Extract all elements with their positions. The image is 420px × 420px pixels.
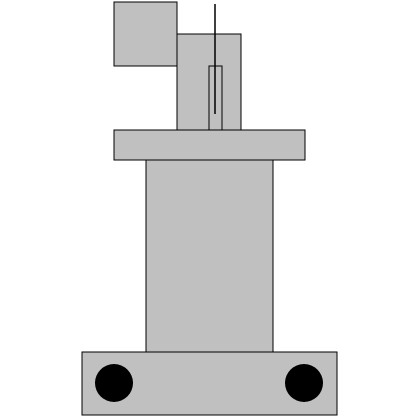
side-head-block [113, 1, 178, 67]
main-column [145, 159, 274, 353]
left-wheel-icon [95, 364, 133, 402]
right-wheel-icon [285, 364, 323, 402]
shoulder-plate [113, 129, 306, 161]
